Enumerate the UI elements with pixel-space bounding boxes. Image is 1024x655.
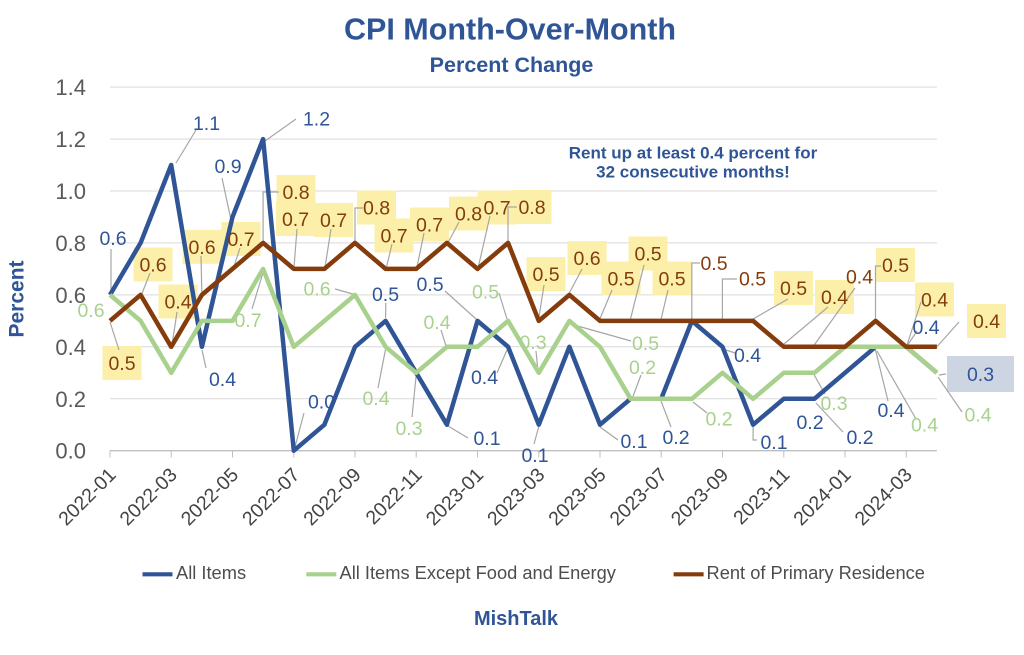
svg-text:All Items: All Items <box>176 562 246 583</box>
svg-text:0.3: 0.3 <box>395 418 422 440</box>
svg-text:0.5: 0.5 <box>108 353 135 375</box>
svg-text:0.4: 0.4 <box>964 405 991 427</box>
svg-text:Rent of Primary Residence: Rent of Primary Residence <box>707 562 925 583</box>
svg-text:All Items Except Food and Ener: All Items Except Food and Energy <box>340 562 617 583</box>
svg-text:0.8: 0.8 <box>518 197 545 219</box>
svg-text:0.5: 0.5 <box>700 253 727 275</box>
svg-text:0.4: 0.4 <box>921 290 948 312</box>
svg-text:0.7: 0.7 <box>320 210 347 232</box>
svg-text:0.4: 0.4 <box>911 415 938 437</box>
svg-text:0.2: 0.2 <box>55 387 86 412</box>
svg-text:0.5: 0.5 <box>472 282 499 304</box>
svg-text:32 consecutive months!: 32 consecutive months! <box>596 163 790 182</box>
svg-text:0.7: 0.7 <box>234 310 261 332</box>
svg-text:0.6: 0.6 <box>188 237 215 259</box>
svg-text:0.2: 0.2 <box>662 427 689 449</box>
svg-text:1.2: 1.2 <box>55 127 86 152</box>
svg-text:1.4: 1.4 <box>55 75 86 100</box>
svg-text:1.1: 1.1 <box>193 113 220 135</box>
svg-text:0.6: 0.6 <box>99 228 126 250</box>
svg-text:0.9: 0.9 <box>214 156 241 178</box>
svg-text:0.4: 0.4 <box>423 312 450 334</box>
svg-text:0.8: 0.8 <box>282 182 309 204</box>
svg-text:0.4: 0.4 <box>164 292 191 314</box>
svg-text:0.5: 0.5 <box>658 269 685 291</box>
svg-text:0.5: 0.5 <box>372 284 399 306</box>
svg-text:MishTalk: MishTalk <box>474 608 559 630</box>
svg-text:0.4: 0.4 <box>55 335 86 360</box>
svg-text:0.5: 0.5 <box>416 274 443 296</box>
svg-text:0.6: 0.6 <box>573 248 600 270</box>
svg-text:Percent: Percent <box>5 260 28 337</box>
svg-text:0.5: 0.5 <box>634 244 661 266</box>
svg-text:0.0: 0.0 <box>308 392 335 414</box>
svg-text:0.2: 0.2 <box>705 409 732 431</box>
svg-text:0.4: 0.4 <box>734 345 761 367</box>
svg-text:0.4: 0.4 <box>821 287 848 309</box>
svg-text:0.3: 0.3 <box>820 393 847 415</box>
svg-text:Rent up at least 0.4 percent f: Rent up at least 0.4 percent for <box>569 144 818 163</box>
svg-text:0.2: 0.2 <box>796 412 823 434</box>
svg-text:0.8: 0.8 <box>455 204 482 226</box>
svg-text:0.6: 0.6 <box>77 300 104 322</box>
svg-text:1.0: 1.0 <box>55 179 86 204</box>
svg-text:CPI Month-Over-Month: CPI Month-Over-Month <box>344 13 676 47</box>
svg-text:0.6: 0.6 <box>55 283 86 308</box>
svg-text:0.1: 0.1 <box>760 432 787 454</box>
svg-text:0.4: 0.4 <box>471 367 498 389</box>
svg-text:0.2: 0.2 <box>846 427 873 449</box>
svg-text:0.1: 0.1 <box>473 428 500 450</box>
svg-text:0.0: 0.0 <box>55 439 86 464</box>
svg-text:0.5: 0.5 <box>607 269 634 291</box>
svg-text:0.7: 0.7 <box>416 215 443 237</box>
svg-text:0.5: 0.5 <box>780 278 807 300</box>
svg-text:0.1: 0.1 <box>620 431 647 453</box>
svg-text:0.4: 0.4 <box>877 400 904 422</box>
svg-text:0.5: 0.5 <box>739 269 766 291</box>
svg-text:0.1: 0.1 <box>521 445 548 467</box>
svg-text:0.7: 0.7 <box>282 209 309 231</box>
svg-text:0.7: 0.7 <box>227 229 254 251</box>
svg-text:0.4: 0.4 <box>362 388 389 410</box>
svg-text:0.4: 0.4 <box>973 311 1000 333</box>
svg-text:1.2: 1.2 <box>303 109 330 131</box>
svg-text:0.4: 0.4 <box>912 317 939 339</box>
svg-text:Percent Change: Percent Change <box>430 53 594 77</box>
svg-text:0.7: 0.7 <box>483 198 510 220</box>
svg-text:0.2: 0.2 <box>629 357 656 379</box>
svg-text:0.6: 0.6 <box>303 279 330 301</box>
svg-text:0.3: 0.3 <box>519 332 546 354</box>
svg-text:0.4: 0.4 <box>846 267 873 289</box>
svg-text:0.4: 0.4 <box>209 369 236 391</box>
svg-text:0.5: 0.5 <box>632 333 659 355</box>
svg-text:0.5: 0.5 <box>532 264 559 286</box>
svg-text:0.3: 0.3 <box>967 364 994 386</box>
svg-text:0.5: 0.5 <box>882 255 909 277</box>
svg-text:0.7: 0.7 <box>380 226 407 248</box>
svg-text:0.8: 0.8 <box>363 198 390 220</box>
svg-text:0.6: 0.6 <box>139 255 166 277</box>
svg-text:0.8: 0.8 <box>55 231 86 256</box>
